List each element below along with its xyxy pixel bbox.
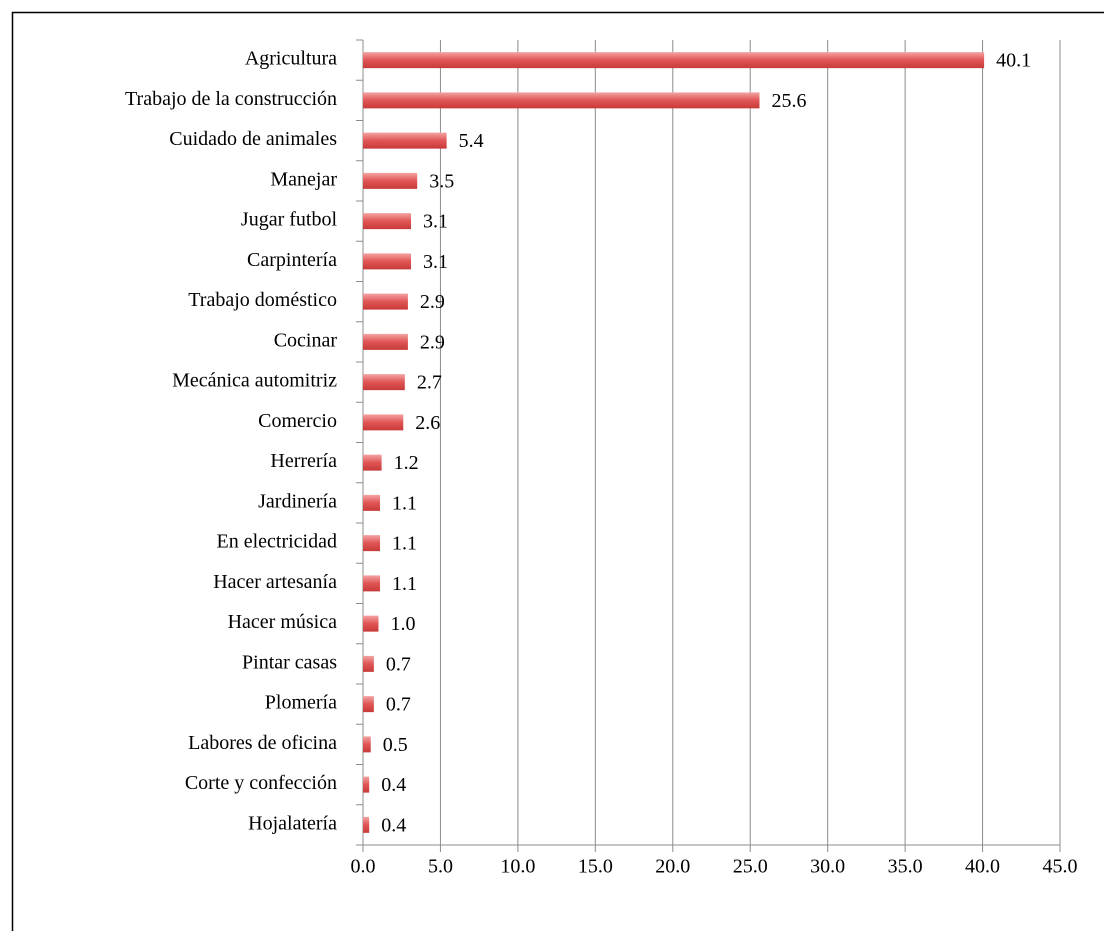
value-label: 0.4 (381, 814, 406, 836)
value-label: 2.9 (420, 331, 445, 353)
bar (363, 52, 985, 69)
y-tick-label: Cocinar (274, 329, 338, 351)
value-label: 3.5 (429, 170, 454, 192)
bar (363, 172, 418, 189)
value-label: 1.2 (394, 452, 419, 474)
y-tick-label: Manejar (270, 168, 337, 190)
y-tick-label: Comercio (258, 410, 337, 432)
bar (363, 535, 381, 552)
y-tick-label: Cuidado de animales (169, 128, 337, 150)
x-tick-label: 10.0 (500, 856, 535, 878)
bar (363, 293, 408, 310)
x-tick-label: 40.0 (965, 856, 1000, 878)
value-label: 2.6 (415, 412, 440, 434)
bar (363, 736, 371, 753)
y-tick-label: Hacer artesanía (213, 571, 337, 593)
bar (363, 414, 404, 431)
x-tick-label: 35.0 (888, 856, 923, 878)
y-tick-label: Trabajo de la construcción (125, 88, 337, 110)
value-label: 2.7 (417, 372, 442, 394)
value-label: 2.9 (420, 291, 445, 313)
value-label: 5.4 (459, 130, 484, 152)
value-label: 1.1 (392, 573, 417, 595)
value-label: 0.5 (383, 734, 408, 756)
value-label: 1.1 (392, 533, 417, 555)
bar (363, 615, 379, 632)
bar (363, 776, 370, 793)
bar (363, 816, 370, 833)
bar (363, 132, 447, 149)
value-label: 0.7 (386, 694, 411, 716)
value-label: 40.1 (996, 50, 1031, 72)
y-tick-label: Carpintería (247, 249, 337, 271)
value-label: 1.0 (390, 613, 415, 635)
bar (363, 92, 760, 109)
x-tick-label: 5.0 (428, 856, 453, 878)
bar (363, 253, 412, 270)
y-tick-label: Mecánica automitriz (172, 370, 337, 392)
y-tick-label: Trabajo doméstico (188, 289, 337, 311)
chart-frame (11, 11, 1104, 931)
x-tick-label: 45.0 (1043, 856, 1078, 878)
bar (363, 213, 412, 230)
y-tick-label: Plomería (265, 692, 337, 714)
value-label: 3.1 (423, 251, 448, 273)
y-tick-label: Jugar futbol (241, 209, 338, 231)
value-label: 25.6 (772, 90, 807, 112)
bar (363, 494, 381, 511)
x-tick-label: 20.0 (655, 856, 690, 878)
bar (363, 575, 381, 592)
y-tick-label: Labores de oficina (188, 732, 337, 754)
value-label: 0.4 (381, 774, 406, 796)
x-tick-label: 25.0 (733, 856, 768, 878)
x-tick-label: 0.0 (351, 856, 376, 878)
y-tick-label: Corte y confección (185, 772, 337, 794)
bar (363, 655, 374, 672)
y-tick-label: En electricidad (217, 531, 338, 553)
bar (363, 696, 374, 713)
value-label: 0.7 (386, 653, 411, 675)
value-label: 3.1 (423, 211, 448, 233)
bar (363, 333, 408, 350)
y-tick-label: Agricultura (245, 48, 337, 70)
y-tick-label: Herrería (270, 450, 337, 472)
value-label: 1.1 (392, 492, 417, 514)
y-tick-label: Jardinería (258, 490, 337, 512)
y-tick-label: Hacer música (228, 611, 338, 633)
bar (363, 374, 405, 391)
x-tick-label: 15.0 (578, 856, 613, 878)
x-tick-label: 30.0 (810, 856, 845, 878)
y-tick-label: Hojalatería (248, 812, 337, 834)
bar (363, 454, 382, 471)
y-tick-label: Pintar casas (242, 651, 337, 673)
